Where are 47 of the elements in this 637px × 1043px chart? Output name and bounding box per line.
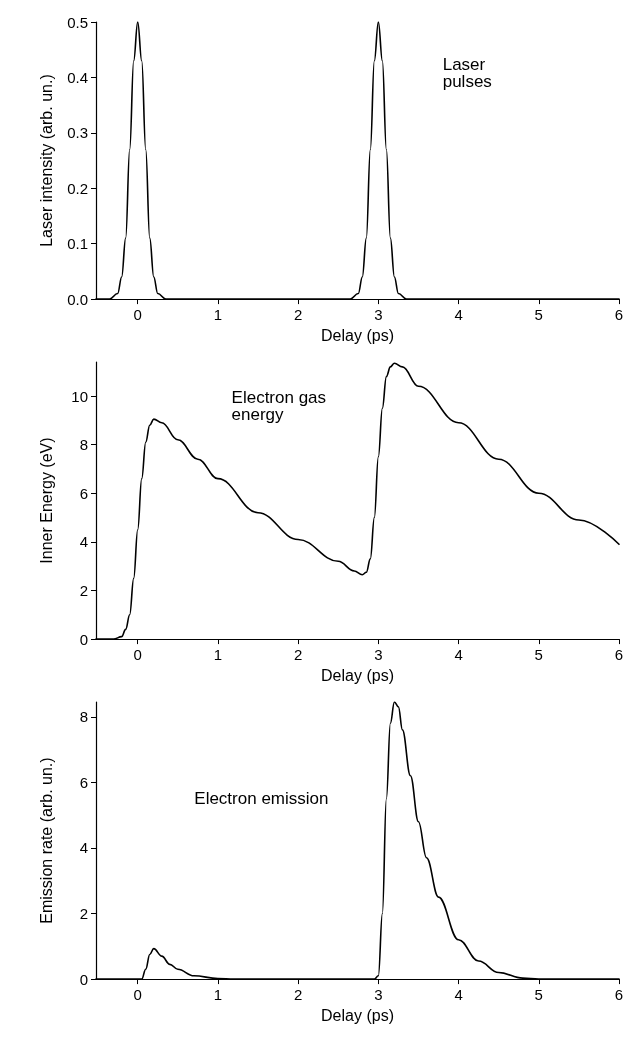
y-tick-label: 0.5 [67, 13, 88, 31]
x-tick-label: 6 [614, 986, 624, 1004]
x-tick-label: 6 [614, 306, 624, 324]
x-tick-label: 6 [614, 646, 624, 664]
y-tick-label: 2 [79, 581, 88, 599]
x-tick-label: 2 [293, 646, 303, 664]
x-tick-label: 2 [293, 306, 303, 324]
annotation: Electron gas energy [231, 387, 331, 424]
x-tick-label: 5 [534, 306, 543, 324]
y-tick-label: 0.3 [67, 124, 88, 142]
x-tick-label: 1 [213, 306, 223, 324]
y-tick-label: 0.0 [67, 290, 88, 308]
y-axis-title: Laser intensity (arb. un.) [37, 74, 55, 247]
x-tick-label: 3 [374, 306, 383, 324]
annotation: Electron emission [194, 789, 329, 808]
x-tick-label: 4 [454, 986, 463, 1004]
y-tick-label: 0.2 [67, 179, 88, 197]
y-tick-label: 10 [71, 387, 88, 405]
x-tick-label: 4 [454, 646, 463, 664]
x-tick-label: 1 [213, 646, 223, 664]
x-tick-label: 2 [293, 986, 303, 1004]
y-tick-label: 6 [79, 484, 88, 502]
y-tick-label: 6 [79, 773, 88, 791]
y-tick-label: 0.4 [67, 68, 88, 86]
y-tick-label: 0.1 [67, 235, 88, 253]
annotation: Laser pulses [442, 54, 492, 91]
x-axis-title: Delay (ps) [321, 326, 394, 344]
x-tick-label: 0 [133, 646, 142, 664]
y-tick-label: 4 [79, 839, 88, 857]
y-tick-label: 0 [79, 970, 88, 988]
x-tick-label: 5 [534, 986, 543, 1004]
x-tick-label: 4 [454, 306, 463, 324]
x-axis-title: Delay (ps) [321, 666, 394, 684]
y-tick-label: 4 [79, 533, 88, 551]
x-tick-label: 0 [133, 986, 142, 1004]
y-axis-title: Emission rate (arb. un.) [37, 757, 55, 924]
x-tick-label: 3 [374, 646, 383, 664]
x-axis-title: Delay (ps) [321, 1006, 394, 1024]
x-tick-label: 3 [374, 986, 383, 1004]
x-tick-label: 5 [534, 646, 543, 664]
x-tick-label: 1 [213, 986, 223, 1004]
y-axis-title: Inner Energy (eV) [37, 437, 55, 564]
y-tick-label: 2 [79, 905, 88, 923]
x-tick-label: 0 [133, 306, 142, 324]
y-tick-label: 0 [79, 630, 88, 648]
y-tick-label: 8 [79, 436, 88, 454]
y-tick-label: 8 [79, 708, 88, 726]
